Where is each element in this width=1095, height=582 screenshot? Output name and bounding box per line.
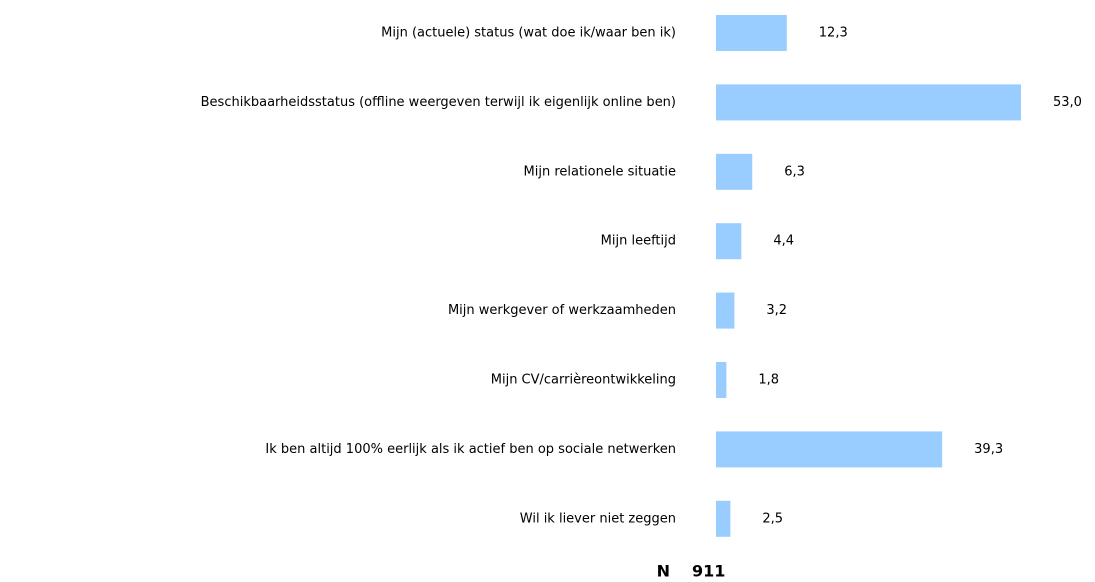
bar: [716, 362, 727, 398]
value-label: 6,3: [784, 164, 805, 179]
bar: [716, 84, 1021, 121]
category-label: Mijn relationele situatie: [524, 164, 676, 179]
bar: [716, 15, 787, 51]
value-label: 1,8: [758, 373, 779, 388]
category-label: Wil ik liever niet zeggen: [520, 511, 676, 526]
bar: [716, 292, 735, 329]
bar: [716, 431, 943, 468]
n-label: N: [657, 562, 670, 581]
bar: [716, 500, 731, 537]
bar: [716, 153, 753, 190]
n-value: 911: [692, 562, 725, 581]
value-label: 4,4: [773, 234, 794, 249]
value-label: 2,5: [762, 511, 783, 526]
value-label: 3,2: [766, 303, 787, 318]
category-label: Beschikbaarheidsstatus (offline weergeve…: [201, 95, 676, 110]
value-label: 53,0: [1053, 95, 1082, 110]
category-label: Mijn werkgever of werkzaamheden: [448, 303, 676, 318]
category-label: Ik ben altijd 100% eerlijk als ik actief…: [265, 442, 676, 457]
category-label: Mijn (actuele) status (wat doe ik/waar b…: [381, 26, 676, 41]
category-label: Mijn leeftijd: [601, 234, 676, 249]
bar: [716, 223, 742, 260]
category-label: Mijn CV/carrièreontwikkeling: [491, 373, 676, 388]
value-label: 12,3: [819, 26, 848, 41]
value-label: 39,3: [974, 442, 1003, 457]
